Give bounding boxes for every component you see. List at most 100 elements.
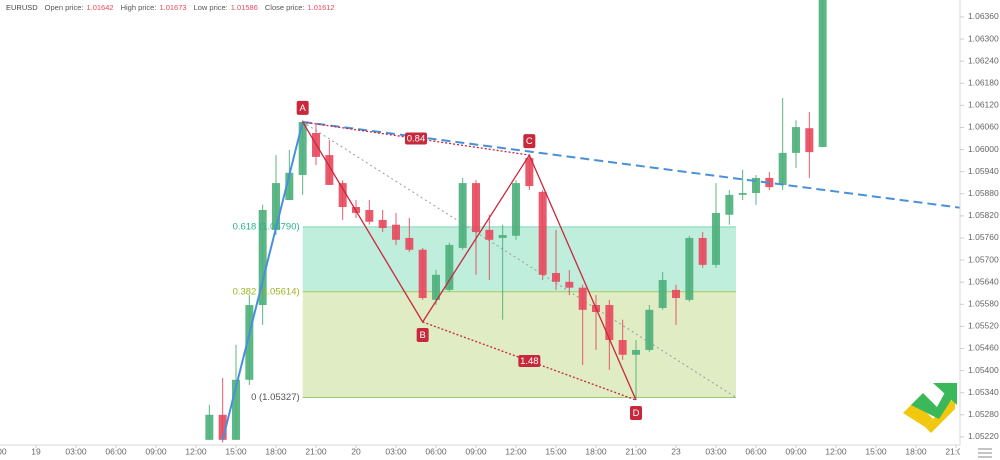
y-tick-label: 1.05280 (968, 409, 999, 419)
header-text: 1.01642 (86, 3, 113, 12)
x-tick-label: 09:00 (785, 446, 807, 456)
y-tick-label: 1.05880 (968, 188, 999, 198)
candle-body (645, 309, 654, 350)
plot-area (205, 0, 827, 443)
header-text: 1.01586 (231, 3, 258, 12)
x-tick-label: 15:00 (545, 446, 567, 456)
candle-body (578, 287, 587, 310)
logo-part (903, 401, 933, 427)
header-text: Low price: (194, 3, 228, 12)
ratio-label: 1.48 (520, 356, 539, 367)
candle-body (632, 349, 640, 355)
y-tick-label: 1.05760 (968, 232, 999, 242)
candle-body (538, 191, 547, 275)
y-tick-label: 1.05700 (968, 254, 999, 264)
candle-body (525, 158, 534, 187)
candle-body (405, 237, 414, 250)
x-axis-ticks: 21:00 19 03:00 06:00 09:00 12:00 15:00 18:00 21:… (0, 445, 967, 456)
fib-level-label: 0 (1.05327) (251, 392, 300, 403)
x-tick-label: 21:00 (625, 446, 647, 456)
candle-body (605, 305, 614, 341)
x-tick-label: 12:00 (505, 446, 527, 456)
x-tick-label: 15:00 (865, 446, 887, 456)
point-label: A (299, 103, 306, 114)
candle-body (672, 289, 680, 299)
candle-body (205, 414, 214, 440)
header-text: 1.01612 (307, 3, 334, 12)
trendline (221, 121, 304, 441)
fib-level-label: 0.618 (1.05790) (233, 221, 300, 232)
x-tick-label: 06:00 (105, 446, 127, 456)
x-tick-label: 03:00 (385, 446, 407, 456)
pattern-line (302, 121, 637, 401)
candle-body (218, 414, 227, 440)
x-tick-label: 15:00 (225, 446, 247, 456)
axes: 1.06360 1.06300 1.06240 1.06180 1.06120 1.060… (0, 11, 999, 456)
candle-body (512, 183, 520, 236)
candle-body (458, 183, 467, 248)
y-tick-label: 1.05820 (968, 210, 999, 220)
header-text: 1.01673 (159, 3, 186, 12)
y-tick-label: 1.06120 (968, 100, 999, 110)
ratio-label: 0.84 (407, 134, 426, 145)
candle-body (245, 305, 254, 380)
point-label-box (630, 406, 642, 421)
y-tick-label: 1.05400 (968, 365, 999, 375)
candle-body (618, 340, 627, 355)
x-tick-label: 12:00 (185, 446, 207, 456)
trendline (302, 121, 737, 398)
candle-body (472, 183, 480, 233)
candle-body (325, 155, 334, 185)
x-tick-label: 09:00 (145, 446, 167, 456)
point-label: B (419, 330, 425, 341)
candle-body (698, 237, 707, 265)
overlay: 0.618 (1.05790) 0.382 (1.05614) 0 (1.05327… (221, 100, 1000, 441)
price-axis-panel (960, 0, 1000, 460)
x-tick-label: 23 (671, 446, 681, 456)
candle-body (565, 281, 574, 288)
candle-body (378, 219, 387, 229)
x-tick-label: 21:00 (305, 446, 327, 456)
y-tick-label: 1.06360 (968, 11, 999, 21)
x-tick-label: 06:00 (425, 446, 447, 456)
fib-zone (302, 291, 736, 398)
x-tick-label: 18:00 (265, 446, 287, 456)
x-tick-label: 21:00 (945, 446, 967, 456)
header-text: Close price: (265, 3, 305, 12)
candle-body (818, 0, 827, 147)
candle-body (232, 379, 240, 440)
x-tick-label: 03:00 (705, 446, 727, 456)
candle-body (552, 272, 560, 282)
fib-level-label: 0.382 (1.05614) (233, 286, 300, 297)
candle-body (418, 249, 427, 299)
x-tick-label: 18:00 (905, 446, 927, 456)
candle-body (712, 212, 720, 265)
y-tick-label: 1.05220 (968, 431, 999, 441)
candle-body (792, 127, 800, 153)
y-tick-label: 1.05460 (968, 343, 999, 353)
candle-body (485, 229, 494, 240)
header-text: Open price: (45, 3, 84, 12)
x-tick-label: 09:00 (465, 446, 487, 456)
point-label-box (296, 100, 309, 115)
point-label: D (633, 408, 640, 419)
candle-body (445, 244, 454, 290)
candle-body (805, 128, 814, 153)
header-text: EURUSD (6, 3, 38, 12)
candle-body (778, 152, 787, 185)
candle-body (685, 237, 694, 300)
ratio-label-box (518, 355, 541, 368)
candle-body (285, 172, 294, 201)
candle-body (738, 193, 747, 195)
logo-part (933, 383, 957, 405)
point-label-box (523, 134, 536, 149)
y-tick-label: 1.05580 (968, 299, 999, 309)
x-tick-label: 20 (351, 446, 361, 456)
y-tick-label: 1.05940 (968, 166, 999, 176)
candle-body (298, 121, 307, 175)
settings-icon[interactable] (978, 448, 992, 458)
header: EURUSD Open price: 1.01642 High price: 1.016… (6, 3, 335, 12)
x-tick-label: 21:00 (0, 446, 7, 456)
y-tick-label: 1.06240 (968, 55, 999, 65)
candle-body (432, 274, 440, 300)
